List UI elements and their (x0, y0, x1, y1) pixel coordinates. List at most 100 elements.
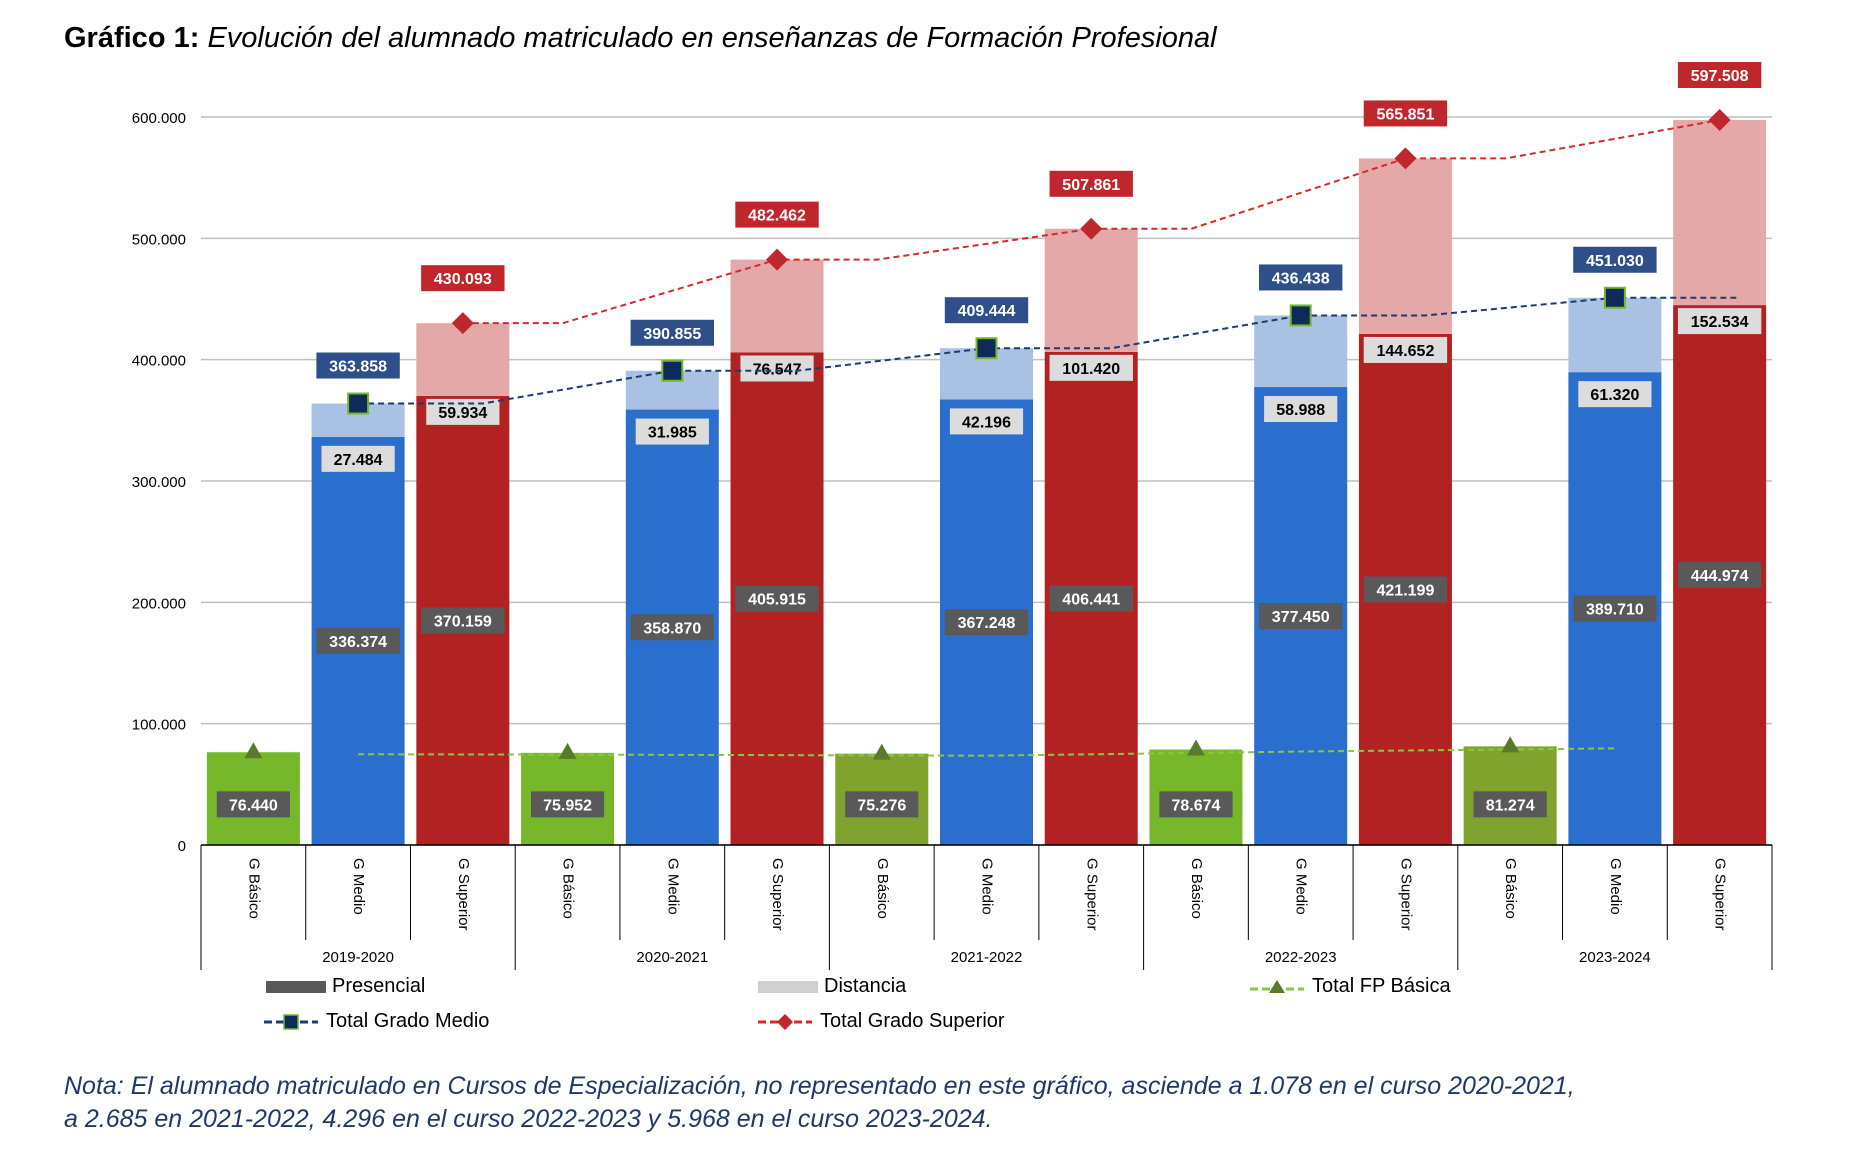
label-medio-distancia: 31.985 (648, 425, 697, 442)
y-tick-label: 400.000 (132, 353, 186, 370)
x-group-label: 2020-2021 (636, 949, 708, 966)
label-medio-total-box (1573, 246, 1657, 273)
bar-superior-distancia (416, 323, 510, 396)
label-medio-total-box (630, 319, 714, 346)
x-tick-label: G Básico (245, 858, 262, 919)
label-superior-presencial: 370.159 (434, 613, 492, 630)
bar-superior-distancia (1358, 158, 1452, 334)
label-medio-distancia: 42.196 (962, 414, 1011, 431)
x-tick-label: G Superior (455, 858, 472, 931)
label-medio-presencial-box (1259, 603, 1343, 630)
marker-total-medio (975, 337, 998, 360)
x-tick-label: G Medio (350, 858, 367, 915)
label-medio-presencial: 389.710 (1586, 602, 1644, 619)
label-basico-presencial: 76.440 (229, 797, 278, 814)
x-tick-label: G Superior (1712, 858, 1729, 931)
label-basico-presencial-box (216, 791, 290, 818)
marker-total-medio (1289, 304, 1312, 327)
label-basico-presencial: 81.274 (1486, 797, 1535, 814)
label-basico-presencial-box (1473, 791, 1547, 818)
line-total-superior (462, 119, 1720, 325)
y-tick-label: 300.000 (132, 474, 186, 491)
label-superior-distancia: 144.652 (1377, 343, 1435, 360)
label-superior-distancia-box (740, 355, 814, 382)
x-tick-label: G Medio (664, 858, 681, 915)
label-superior-total: 507.861 (1062, 177, 1120, 194)
label-medio-presencial: 358.870 (643, 620, 701, 637)
label-superior-presencial: 421.199 (1377, 582, 1435, 599)
label-superior-presencial-box (735, 585, 819, 612)
label-medio-presencial: 367.248 (958, 615, 1016, 632)
label-basico-presencial-box (1159, 791, 1233, 818)
label-medio-distancia: 61.320 (1590, 387, 1639, 404)
x-tick-label: G Básico (874, 858, 891, 919)
label-medio-distancia: 58.988 (1276, 402, 1325, 419)
legend-presencial: Presencial (266, 975, 425, 998)
legend-distancia-label: Distancia (824, 975, 907, 997)
chart-note-line-1: Nota: El alumnado matriculado en Cursos … (64, 1072, 1575, 1100)
label-superior-total: 482.462 (748, 208, 806, 225)
label-superior-total-box (1363, 100, 1448, 127)
bar-superior-distancia (1673, 120, 1767, 306)
legend-total-medio: Total Grado Medio (262, 1010, 489, 1033)
label-basico-presencial: 75.952 (543, 797, 592, 814)
y-tick-label: 600.000 (132, 110, 186, 127)
label-medio-total: 363.858 (329, 359, 387, 376)
legend-distancia: Distancia (758, 975, 906, 998)
label-medio-total: 390.855 (643, 326, 701, 343)
label-medio-distancia: 27.484 (334, 452, 383, 469)
bar-superior-distancia (730, 259, 824, 353)
legend-distancia-swatch (758, 980, 818, 993)
label-superior-total-box (735, 201, 819, 228)
x-tick-label: G Medio (1607, 858, 1624, 915)
label-medio-presencial-box (1573, 595, 1657, 622)
label-medio-total-box (944, 297, 1029, 324)
label-medio-presencial-box (630, 614, 714, 641)
x-group-label: 2022-2023 (1265, 949, 1337, 966)
x-tick-label: G Básico (560, 858, 577, 919)
legend-total-medio-swatch (264, 1013, 318, 1030)
label-medio-distancia-box (949, 408, 1024, 435)
marker-total-basica (244, 742, 263, 759)
marker-total-basica (872, 743, 891, 760)
label-superior-total-box (1049, 170, 1133, 197)
marker-total-basica (558, 742, 577, 759)
chart-title: Gráfico 1: Evolución del alumnado matric… (64, 22, 1217, 55)
x-group-label: 2023-2024 (1579, 949, 1651, 966)
x-tick-label: G Medio (1293, 858, 1310, 915)
x-tick-label: G Medio (979, 858, 996, 915)
label-superior-presencial: 405.915 (748, 592, 806, 609)
label-medio-distancia-box (1578, 381, 1652, 408)
bar-superior-distancia (1044, 228, 1138, 352)
x-group-label: 2019-2020 (322, 949, 394, 966)
x-tick-label: G Superior (1397, 858, 1414, 931)
legend-total-superior: Total Grado Superior (756, 1010, 1005, 1033)
legend-presencial-swatch (266, 980, 326, 993)
label-medio-distancia-box (321, 445, 395, 472)
label-medio-total: 409.444 (958, 303, 1016, 320)
x-group-label: 2021-2022 (951, 949, 1023, 966)
x-tick-label: G Básico (1502, 858, 1519, 919)
label-superior-presencial-box (1363, 576, 1448, 603)
line-total-medio (358, 296, 1740, 405)
label-superior-presencial-box (421, 607, 505, 634)
marker-total-medio (661, 359, 684, 382)
legend-total-superior-swatch (758, 1013, 812, 1030)
label-basico-presencial-box (530, 791, 605, 818)
marker-total-basica (1186, 739, 1205, 756)
chart-note-line-2: a 2.685 en 2021-2022, 4.296 en el curso … (64, 1105, 993, 1133)
label-medio-presencial: 377.450 (1272, 609, 1330, 626)
label-superior-presencial: 406.441 (1062, 591, 1120, 608)
chart-title-prefix: Gráfico 1: (64, 22, 200, 54)
label-basico-presencial: 78.674 (1171, 797, 1220, 814)
marker-total-superior (766, 248, 789, 271)
marker-total-superior (451, 312, 474, 335)
chart-canvas: 0 100.000 200.000 300.000 400.000 500.000 600.… (132, 62, 1773, 970)
x-tick-label: G Básico (1188, 858, 1205, 919)
marker-total-medio (1603, 286, 1626, 309)
x-tick-label: G Superior (1083, 858, 1100, 931)
marker-total-superior (1708, 109, 1731, 132)
y-tick-label: 0 (178, 838, 186, 855)
label-medio-total: 451.030 (1586, 253, 1644, 270)
label-superior-presencial-box (1677, 562, 1762, 589)
